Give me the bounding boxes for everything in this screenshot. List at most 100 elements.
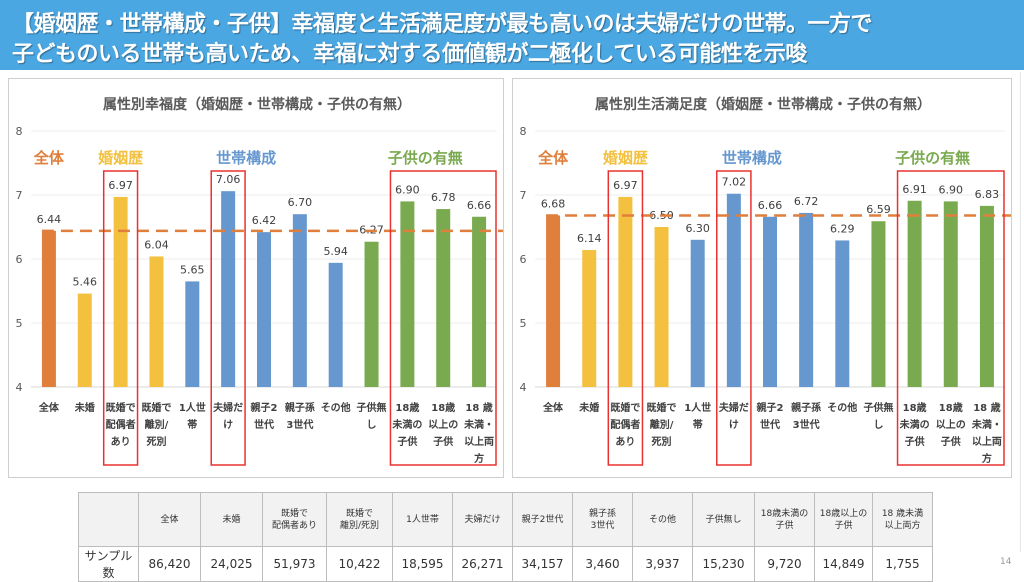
data-label: 6.42 <box>252 214 277 227</box>
sample-table-header-row: 全体 未婚 既婚で 配偶者あり 既婚で 離別/死別 1人世帯 夫婦だけ 親子2世代 親子孫 3世代そ… <box>78 492 933 547</box>
x-tick-label: 18歳 <box>903 401 927 414</box>
sample-table-header-cell: 未婚 <box>200 492 263 547</box>
group-label-household: 世帯構成 <box>216 149 276 167</box>
sample-table-header-cell: 18歳以上の 子供 <box>814 492 873 547</box>
data-label: 5.94 <box>323 245 348 258</box>
y-tick-label: 6 <box>520 253 527 266</box>
x-tick-label: 配偶者 <box>106 418 136 431</box>
header-cell-line: 未婚 <box>222 514 241 525</box>
chart-title: 属性別生活満足度（婚姻歴・世帯構成・子供の有無） <box>595 96 931 113</box>
bar <box>292 214 307 387</box>
sample-table-header-cell: その他 <box>632 492 693 547</box>
bar <box>400 201 415 387</box>
data-label: 5.46 <box>73 276 98 289</box>
sample-count-cell: 3,937 <box>632 546 693 582</box>
x-tick-label: 親子孫 <box>791 401 821 414</box>
sample-table-header-cell: 18歳未満の 子供 <box>754 492 815 547</box>
happiness-chart-panel: 属性別幸福度（婚姻歴・世帯構成・子供の有無） 4 5 6 7 8 6.44 全体 5.46 未婚 6… <box>8 78 504 478</box>
x-tick-label: 死別 <box>146 435 166 448</box>
data-label: 6.78 <box>431 191 456 204</box>
x-tick-label: 子供無 <box>863 401 893 414</box>
x-tick-label: し <box>873 419 883 431</box>
data-label: 6.66 <box>758 199 783 212</box>
data-label: 6.97 <box>613 179 638 192</box>
x-tick-label: 未婚 <box>578 401 599 414</box>
chart-title: 属性別幸福度（婚姻歴・世帯構成・子供の有無） <box>103 96 411 113</box>
x-tick-label: 離別/ <box>650 418 674 431</box>
x-tick-label: 子供 <box>905 435 925 448</box>
highlight-box <box>607 170 644 466</box>
sample-table-header-cell: 子供無し <box>692 492 755 547</box>
highlight-box <box>389 170 497 466</box>
data-label: 6.90 <box>939 183 964 196</box>
highlight-box <box>896 170 1005 466</box>
x-tick-label: 子供無 <box>357 401 387 414</box>
x-tick-label: 以上の <box>936 418 966 431</box>
x-tick-label: 帯 <box>693 418 703 431</box>
bar <box>364 241 379 387</box>
y-tick-label: 5 <box>16 317 23 330</box>
x-tick-label: し <box>367 419 377 431</box>
bar <box>546 215 561 387</box>
bar <box>979 205 994 387</box>
x-tick-label: 未満の <box>899 418 930 431</box>
header-cell-line: 親子孫 <box>588 508 616 519</box>
group-label-total: 全体 <box>537 149 569 167</box>
slide-edge-divider <box>1020 72 1021 552</box>
header-cell-line: 配偶者あり <box>271 520 317 531</box>
bar <box>907 200 922 387</box>
data-label: 6.91 <box>902 183 927 196</box>
sample-table-header-cell: 全体 <box>138 492 201 547</box>
data-label: 6.04 <box>144 238 169 251</box>
highlight-box <box>210 170 246 466</box>
x-tick-label: 親子2 <box>757 401 784 414</box>
sample-count-cell: 14,849 <box>814 546 873 582</box>
sample-count-cell: 15,230 <box>692 546 755 582</box>
bar <box>654 227 669 387</box>
x-tick-label: 18歳 <box>939 401 963 414</box>
header-cell-line: 全体 <box>160 514 179 525</box>
x-tick-label: 既婚で <box>610 401 640 414</box>
sample-table-header-cell: 18 歳未満 以上両方 <box>872 492 933 547</box>
group-label-household: 世帯構成 <box>722 149 782 167</box>
bar <box>943 201 958 387</box>
x-tick-label: その他 <box>321 401 351 414</box>
x-tick-label: 離別/ <box>145 418 169 431</box>
x-tick-label: 18歳 <box>431 401 455 414</box>
bar <box>871 221 886 387</box>
bar <box>41 230 56 387</box>
sample-count-cell: 24,025 <box>200 546 263 582</box>
group-label-children: 子供の有無 <box>388 149 463 167</box>
data-label: 5.65 <box>180 263 205 276</box>
bar <box>185 281 200 387</box>
sample-count-cell: 18,595 <box>392 546 453 582</box>
x-tick-label: 3世代 <box>793 418 820 431</box>
x-tick-label: 全体 <box>38 401 60 414</box>
bar <box>221 191 236 387</box>
data-label: 7.06 <box>216 173 241 186</box>
bar <box>618 196 633 387</box>
x-tick-label: 以上両 <box>972 435 1002 448</box>
y-tick-label: 5 <box>520 317 527 330</box>
x-tick-label: 18歳 <box>395 401 419 414</box>
data-label: 6.72 <box>794 195 819 208</box>
group-label-total: 全体 <box>33 149 65 167</box>
x-tick-label: 子供 <box>397 435 417 448</box>
bar <box>149 256 164 387</box>
sample-table-values-row: サンプル数 86,420 24,025 51,973 10,422 18,595 26,2… <box>78 546 933 582</box>
sample-count-cell: 9,720 <box>754 546 815 582</box>
x-tick-label: 既婚で <box>106 401 136 414</box>
x-tick-label: 子供 <box>433 435 453 448</box>
x-tick-label: 親子2 <box>251 401 278 414</box>
x-tick-label: あり <box>111 435 131 448</box>
header-cell-line: 既婚で <box>345 508 373 519</box>
bar <box>690 239 705 387</box>
x-tick-label: 親子孫 <box>285 401 315 414</box>
x-tick-label: 1人世 <box>179 401 206 414</box>
bar <box>582 250 597 387</box>
x-tick-label: 夫婦だ <box>718 401 749 414</box>
x-tick-label: 18 歳 <box>973 401 1000 414</box>
page-number: 14 <box>1000 557 1012 567</box>
x-tick-label: 未満・ <box>971 418 1002 431</box>
x-tick-label: け <box>729 419 739 431</box>
